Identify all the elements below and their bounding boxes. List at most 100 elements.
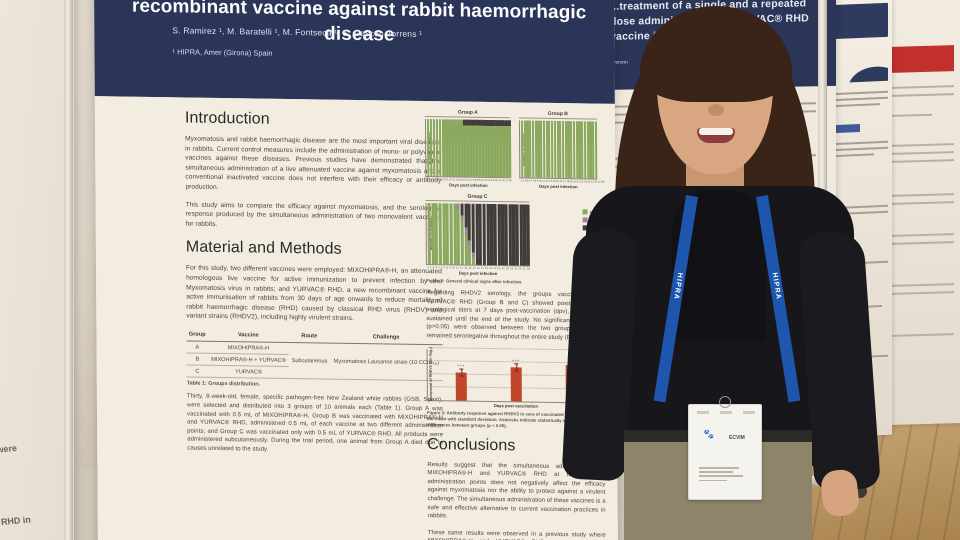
chart-group-c-plot [425,203,531,267]
chart-xtick: 19 [489,266,493,271]
chart-xtick: 21 [483,178,487,182]
introduction-paragraph-1: Myxomatosis and rabbit haemorrhagic dise… [185,135,442,191]
chart-group-a: Group A Number of animals 12345678910111… [424,109,512,188]
badge-slot [720,411,732,414]
chart-xtick: 22 [487,178,491,182]
poster-header: vaccine against myxomatosis and a new re… [94,0,615,104]
chart-xtick: 18 [473,178,477,182]
chart-xtick: 28 [526,267,530,271]
chart-xtick: 13 [549,179,552,183]
chart-bar [508,120,512,178]
methods-heading: Material and Methods [185,238,342,259]
chart-xtick: 11 [456,266,459,270]
chart-xtick: 21 [497,267,501,271]
chart-xtick: 27 [505,179,508,183]
chart-group-c-title: Group C [425,193,530,203]
chart-group-a-title: Group A [424,109,511,119]
table-col-group: Group [186,329,208,342]
mouth-smiling [697,128,735,143]
nose [708,104,724,116]
hair-front [640,6,792,102]
methods-paragraph-2: Thirty, 8-week-old, female, specific pat… [186,393,444,453]
cell-vaccine: MIXOHIPRA®-H [207,341,289,355]
badge-event-label: ECVIM [729,435,745,441]
cell-group: B [186,353,209,366]
table1-caption: Table 1: Groups distribution. [186,380,261,389]
chart-xtick: 24 [510,267,514,271]
cell-group: A [186,340,209,354]
chart-bar-segment-dead [526,204,531,266]
poster-body: Introduction Myxomatosis and rabbit haem… [94,96,618,540]
chart-xtick: 13 [464,266,468,270]
chart-xtick: 15 [472,266,476,270]
chart-xtick: 24 [494,179,498,183]
board-post-left [64,0,73,540]
cell-vaccine: YURVAC® [208,365,290,379]
chart-xtick: 14 [459,178,463,182]
chart-xtick: 12 [452,178,455,182]
chart-xtick: 23 [505,267,509,271]
chart-xtick: 17 [480,266,484,270]
chart-xtick: 20 [493,267,497,271]
badge-clip-icon [719,396,731,408]
significance-annotation: *** [457,363,466,369]
chart-xtick: 25 [497,179,501,183]
left-poster-fragment-2: ...VAC® RHD in [0,514,32,529]
chart-group-c-xlabel: Days post infection [458,270,498,277]
chart-xtick: 10 [538,179,542,183]
chart-xtick: 12 [460,266,463,270]
chart-bar [526,204,531,266]
chart-xtick: 15 [555,179,559,184]
chart-xtick: 10 [451,266,455,270]
chart-xtick: 25 [514,267,518,271]
chart-xtick: 26 [501,179,505,183]
hand-right [819,468,861,518]
serology-ylabel: Reciprocal of RHDV2 titer (log₂) [428,347,433,402]
chart-group-c: Group C Number of animals 12345678910111… [425,193,531,277]
chart-group-a-xlabel: Days post infection [449,182,488,188]
chart-xtick: 18 [485,266,489,270]
chart-bar-segment-alive [471,258,476,265]
main-poster: vaccine against myxomatosis and a new re… [94,0,618,540]
chart-xtick: 14 [468,266,472,270]
significance-annotation: *** [512,357,520,364]
chart-xtick: 14 [552,179,556,183]
chart-xtick: 15 [462,178,466,182]
conference-badge[interactable]: 🐾 ECVIM [688,396,762,500]
badge-detail-lines [699,467,743,484]
badge-slot [743,411,755,414]
chart-xtick: 22 [501,267,505,271]
serology-error-bar [515,363,517,371]
chart-xtick: 19 [476,178,480,182]
paw-logo-icon: 🐾 [703,429,715,439]
poster-left-column: Introduction Myxomatosis and rabbit haem… [185,109,443,464]
background-poster-left: ...oup were ...VAC® RHD in [0,0,74,540]
serology-error-bar [460,369,462,376]
introduction-paragraph-2: This study aims to compare the efficacy … [185,201,442,228]
chart-xtick: 11 [448,178,452,182]
poster-affiliation: ¹ HIPRA, Amer (Girona) Spain [172,47,273,58]
methods-paragraph-1: For this study, two different vaccines w… [185,264,443,323]
table-col-route: Route [288,330,330,344]
chart-xtick: 27 [522,267,526,271]
chart-xtick: 28 [508,179,512,183]
cell-route: Subcutaneous [288,342,331,380]
chart-xtick: 16 [476,266,480,270]
chart-xtick: 17 [469,178,473,182]
lanyard-text: HIPRA [672,272,684,301]
serology-bar: *** [510,358,522,402]
chart-xtick: 23 [490,178,494,183]
introduction-heading: Introduction [184,109,270,128]
serology-bar: *** [455,363,467,401]
chart-xtick: 12 [545,179,549,183]
groups-distribution-table: Group Vaccine Route Challenge A MIXOHIPR… [186,329,443,382]
chart-xtick: 20 [480,178,484,182]
chart-xtick: 13 [455,178,459,182]
chart-xtick: 26 [518,267,522,271]
chart-bar-segment-alive [508,125,512,178]
chart-xtick: 10 [445,178,449,182]
chart-group-a-plot [424,119,512,179]
person-presenter: HIPRA HIPRA 🐾 ECVIM [560,0,920,540]
chart-xtick: 16 [466,178,470,182]
